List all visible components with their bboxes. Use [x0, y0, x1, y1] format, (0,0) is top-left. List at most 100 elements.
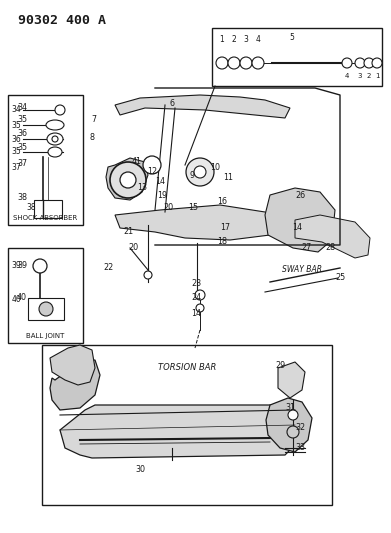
Circle shape: [364, 58, 374, 68]
Polygon shape: [278, 362, 305, 398]
Text: 16: 16: [217, 198, 227, 206]
Text: 7: 7: [91, 116, 97, 125]
Circle shape: [33, 259, 47, 273]
Bar: [34, 200, 62, 218]
Polygon shape: [265, 188, 335, 252]
Text: 36: 36: [11, 134, 21, 143]
Text: 14: 14: [292, 223, 302, 232]
Text: 8: 8: [90, 133, 95, 142]
Text: 24: 24: [191, 294, 201, 303]
Text: 1: 1: [220, 36, 224, 44]
Text: 23: 23: [191, 279, 201, 287]
Text: 5: 5: [290, 34, 294, 43]
Text: 14: 14: [155, 176, 165, 185]
Text: TORSION BAR: TORSION BAR: [158, 362, 216, 372]
Text: 39: 39: [17, 261, 27, 270]
Text: 28: 28: [325, 243, 335, 252]
Text: SWAY BAR: SWAY BAR: [282, 265, 322, 274]
Bar: [8, 95, 83, 225]
Text: 3: 3: [244, 36, 248, 44]
Polygon shape: [106, 158, 148, 200]
Text: 41: 41: [132, 157, 142, 166]
Text: 26: 26: [295, 190, 305, 199]
Text: 21: 21: [123, 228, 133, 237]
Text: 27: 27: [301, 244, 311, 253]
Circle shape: [287, 426, 299, 438]
Text: 4: 4: [256, 36, 260, 44]
Text: 20: 20: [128, 244, 138, 253]
Text: 9: 9: [189, 171, 195, 180]
Text: 19: 19: [157, 191, 167, 200]
Circle shape: [355, 58, 365, 68]
Polygon shape: [295, 215, 370, 258]
Circle shape: [144, 271, 152, 279]
Text: 35: 35: [17, 142, 27, 151]
Circle shape: [194, 166, 206, 178]
Bar: [28, 298, 64, 320]
Polygon shape: [50, 345, 95, 385]
Circle shape: [120, 172, 136, 188]
Circle shape: [228, 57, 240, 69]
Text: 35: 35: [11, 120, 21, 130]
Text: SHOCK ABSORBER: SHOCK ABSORBER: [13, 215, 78, 221]
Text: 13: 13: [137, 183, 147, 192]
Text: 25: 25: [335, 273, 345, 282]
Text: 31: 31: [285, 403, 295, 413]
Text: 12: 12: [147, 167, 157, 176]
Polygon shape: [115, 205, 285, 240]
Polygon shape: [266, 398, 312, 452]
Text: 6: 6: [170, 99, 174, 108]
Text: 40: 40: [11, 295, 21, 304]
Circle shape: [143, 156, 161, 174]
Text: 22: 22: [103, 263, 113, 272]
Circle shape: [52, 136, 58, 142]
Text: 38: 38: [26, 203, 36, 212]
Polygon shape: [60, 405, 305, 458]
Text: 18: 18: [217, 238, 227, 246]
Text: 17: 17: [220, 223, 230, 232]
Text: 34: 34: [11, 106, 21, 115]
Polygon shape: [115, 95, 290, 118]
Circle shape: [110, 162, 146, 198]
Ellipse shape: [46, 120, 64, 130]
Text: 10: 10: [210, 164, 220, 173]
Circle shape: [186, 158, 214, 186]
Circle shape: [195, 290, 205, 300]
Text: 2: 2: [367, 73, 371, 79]
Ellipse shape: [47, 133, 63, 145]
Circle shape: [342, 58, 352, 68]
Polygon shape: [50, 360, 100, 410]
Text: 20: 20: [163, 204, 173, 213]
Circle shape: [372, 58, 382, 68]
Text: 15: 15: [188, 204, 198, 213]
Text: 35: 35: [17, 116, 27, 125]
Text: 90302 400 A: 90302 400 A: [18, 14, 106, 27]
Text: 3: 3: [358, 73, 362, 79]
Text: 14: 14: [191, 309, 201, 318]
Text: 37: 37: [17, 158, 27, 167]
Text: 1: 1: [375, 73, 379, 79]
Circle shape: [240, 57, 252, 69]
Text: 30: 30: [135, 465, 145, 474]
Text: 4: 4: [345, 73, 349, 79]
Text: 35: 35: [11, 148, 21, 157]
Circle shape: [216, 57, 228, 69]
Text: 33: 33: [295, 442, 305, 451]
Circle shape: [252, 57, 264, 69]
Bar: [8, 248, 83, 343]
Text: 2: 2: [231, 36, 237, 44]
Circle shape: [55, 105, 65, 115]
Circle shape: [39, 302, 53, 316]
Text: 40: 40: [17, 293, 27, 302]
Ellipse shape: [48, 147, 62, 157]
Bar: [42, 345, 332, 505]
Text: 32: 32: [295, 423, 305, 432]
Text: 34: 34: [17, 103, 27, 112]
Text: 11: 11: [223, 174, 233, 182]
Text: 36: 36: [17, 130, 27, 139]
Text: 39: 39: [11, 262, 21, 271]
Text: BALL JOINT: BALL JOINT: [26, 333, 65, 339]
Circle shape: [288, 410, 298, 420]
Text: 29: 29: [275, 361, 285, 370]
Text: 38: 38: [17, 193, 27, 203]
